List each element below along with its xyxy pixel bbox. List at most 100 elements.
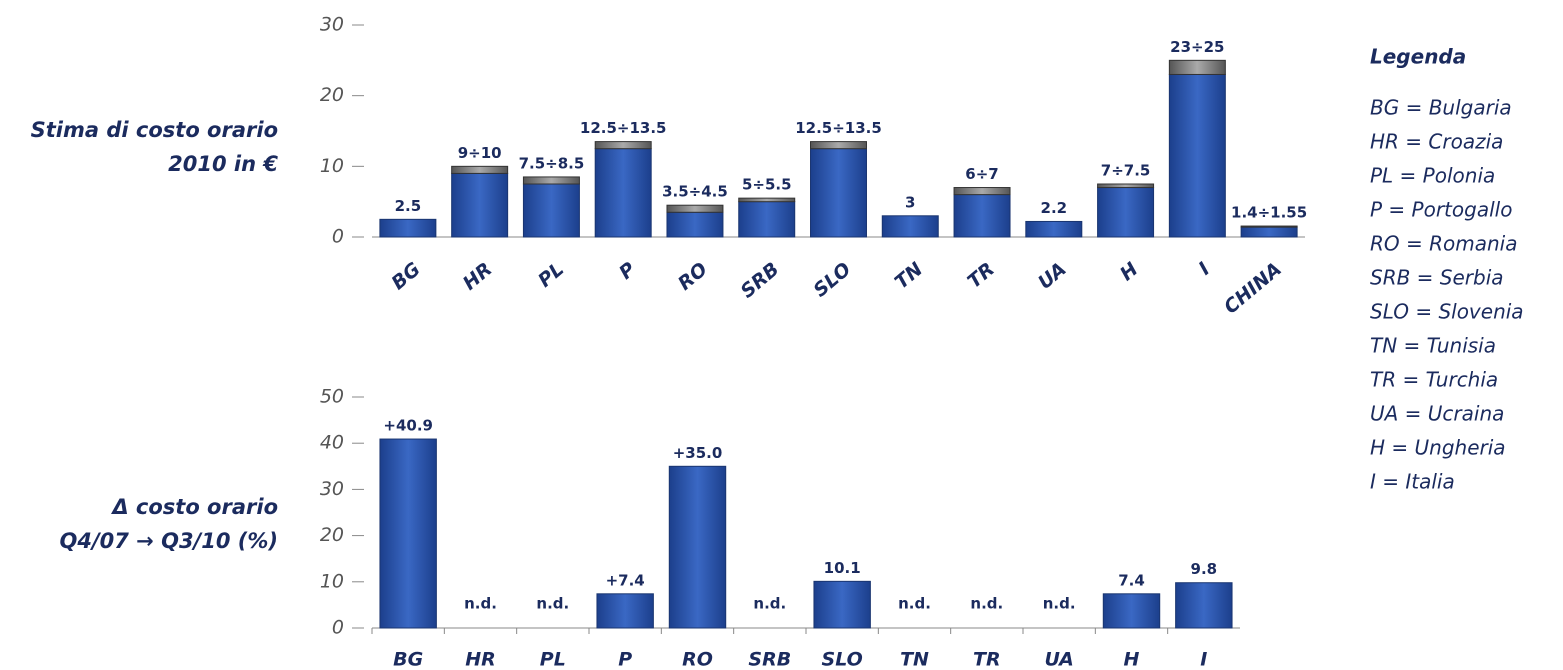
y-axis-label: Stima di costo orario xyxy=(31,118,278,142)
value-label: 3.5÷4.5 xyxy=(662,183,728,201)
value-label: 5÷5.5 xyxy=(742,176,792,194)
range-cap xyxy=(594,141,652,150)
legend-item: I = Italia xyxy=(1370,470,1455,494)
legend-item: TR = Turchia xyxy=(1370,368,1498,392)
bar xyxy=(594,148,652,238)
value-label: 12.5÷13.5 xyxy=(795,119,882,137)
value-label: 7÷7.5 xyxy=(1101,162,1151,180)
x-tick-label: RO xyxy=(682,649,713,670)
x-tick-label: UA xyxy=(1034,258,1071,294)
value-label: n.d. xyxy=(898,595,931,613)
y-axis-label: 2010 in € xyxy=(168,152,278,176)
x-tick-label: CHINA xyxy=(1220,258,1286,318)
x-tick-label: BG xyxy=(387,258,424,294)
x-tick-label: HR xyxy=(465,649,496,670)
y-tick-label: 10 xyxy=(320,570,344,592)
value-label: +40.9 xyxy=(383,417,433,435)
range-cap xyxy=(1097,183,1155,189)
bar xyxy=(1097,187,1155,238)
x-tick-label: SLO xyxy=(822,649,863,670)
value-label: 10.1 xyxy=(824,559,861,577)
y-tick-label: 30 xyxy=(320,478,344,500)
legend-item: TN = Tunisia xyxy=(1370,334,1496,358)
bar xyxy=(881,215,939,238)
x-tick-label: I xyxy=(1195,258,1215,279)
range-cap xyxy=(451,165,509,174)
x-tick-label: TN xyxy=(900,649,929,670)
bar xyxy=(1102,593,1161,629)
y-tick-label: 10 xyxy=(320,155,344,177)
x-tick-label: PL xyxy=(540,649,566,670)
bar xyxy=(668,465,727,629)
value-label: n.d. xyxy=(536,595,569,613)
y-tick-label: 50 xyxy=(320,386,344,408)
x-tick-label: SRB xyxy=(748,649,791,670)
x-tick-label: P xyxy=(618,649,632,670)
value-label: 2.5 xyxy=(395,197,422,215)
y-tick-label: 20 xyxy=(320,524,344,546)
x-tick-label: H xyxy=(1124,649,1140,670)
x-tick-label: I xyxy=(1200,649,1207,670)
x-tick-label: PL xyxy=(534,258,568,292)
range-cap xyxy=(810,141,867,150)
value-label: n.d. xyxy=(970,595,1003,613)
value-label: 23÷25 xyxy=(1170,38,1224,56)
value-label: 1.4÷1.55 xyxy=(1231,204,1307,222)
range-cap xyxy=(1168,59,1226,75)
legend-item: RO = Romania xyxy=(1370,232,1517,256)
value-label: 12.5÷13.5 xyxy=(580,119,667,137)
x-tick-label: TN xyxy=(891,258,927,293)
y-tick-label: 20 xyxy=(320,84,344,106)
bar xyxy=(522,183,580,238)
value-label: 7.5÷8.5 xyxy=(519,154,585,172)
value-label: 3 xyxy=(905,193,915,211)
legend-item: UA = Ucraina xyxy=(1370,402,1504,426)
value-label: +35.0 xyxy=(673,444,723,462)
range-cap xyxy=(953,187,1011,196)
y-tick-label: 30 xyxy=(320,14,344,36)
legend-item: HR = Croazia xyxy=(1370,130,1503,154)
y-tick-label: 40 xyxy=(320,432,344,454)
x-tick-label: P xyxy=(615,258,640,284)
bar xyxy=(953,194,1011,238)
bar xyxy=(596,593,654,629)
legend-title: Legenda xyxy=(1370,45,1466,69)
bar xyxy=(379,438,437,629)
bar xyxy=(1240,226,1298,238)
x-tick-label: TR xyxy=(973,649,1001,670)
x-tick-label: BG xyxy=(393,649,423,670)
x-tick-label: TR xyxy=(964,258,999,293)
legend-item: PL = Polonia xyxy=(1370,164,1495,188)
legend-item: P = Portogallo xyxy=(1370,198,1512,222)
value-label: n.d. xyxy=(753,595,786,613)
bar xyxy=(1025,220,1083,238)
bar xyxy=(666,211,724,238)
y-tick-label: 0 xyxy=(332,226,344,248)
value-label: 7.4 xyxy=(1118,571,1145,589)
range-cap xyxy=(738,197,796,203)
x-tick-label: HR xyxy=(459,258,497,294)
x-tick-label: H xyxy=(1116,258,1142,285)
bar xyxy=(813,580,871,629)
legend-item: SLO = Slovenia xyxy=(1370,300,1524,324)
value-label: 2.2 xyxy=(1041,199,1068,217)
value-label: 6÷7 xyxy=(965,165,998,183)
range-cap xyxy=(1240,225,1298,228)
value-label: 9÷10 xyxy=(458,144,502,162)
value-label: 9.8 xyxy=(1191,560,1218,578)
x-tick-label: SRB xyxy=(737,258,784,302)
range-cap xyxy=(666,204,724,213)
bar xyxy=(451,172,509,238)
y-tick-label: 0 xyxy=(332,617,344,639)
x-tick-label: RO xyxy=(674,258,712,295)
y-axis-label: Δ costo orario xyxy=(110,495,278,519)
y-axis-label: Q4/07 → Q3/10 (%) xyxy=(60,529,278,553)
x-tick-label: SLO xyxy=(809,258,855,301)
x-tick-label: UA xyxy=(1045,649,1074,670)
value-label: n.d. xyxy=(464,595,497,613)
legend-item: BG = Bulgaria xyxy=(1370,96,1512,120)
bar xyxy=(379,218,437,238)
legend-item: H = Ungheria xyxy=(1370,436,1506,460)
bar xyxy=(1175,582,1233,629)
